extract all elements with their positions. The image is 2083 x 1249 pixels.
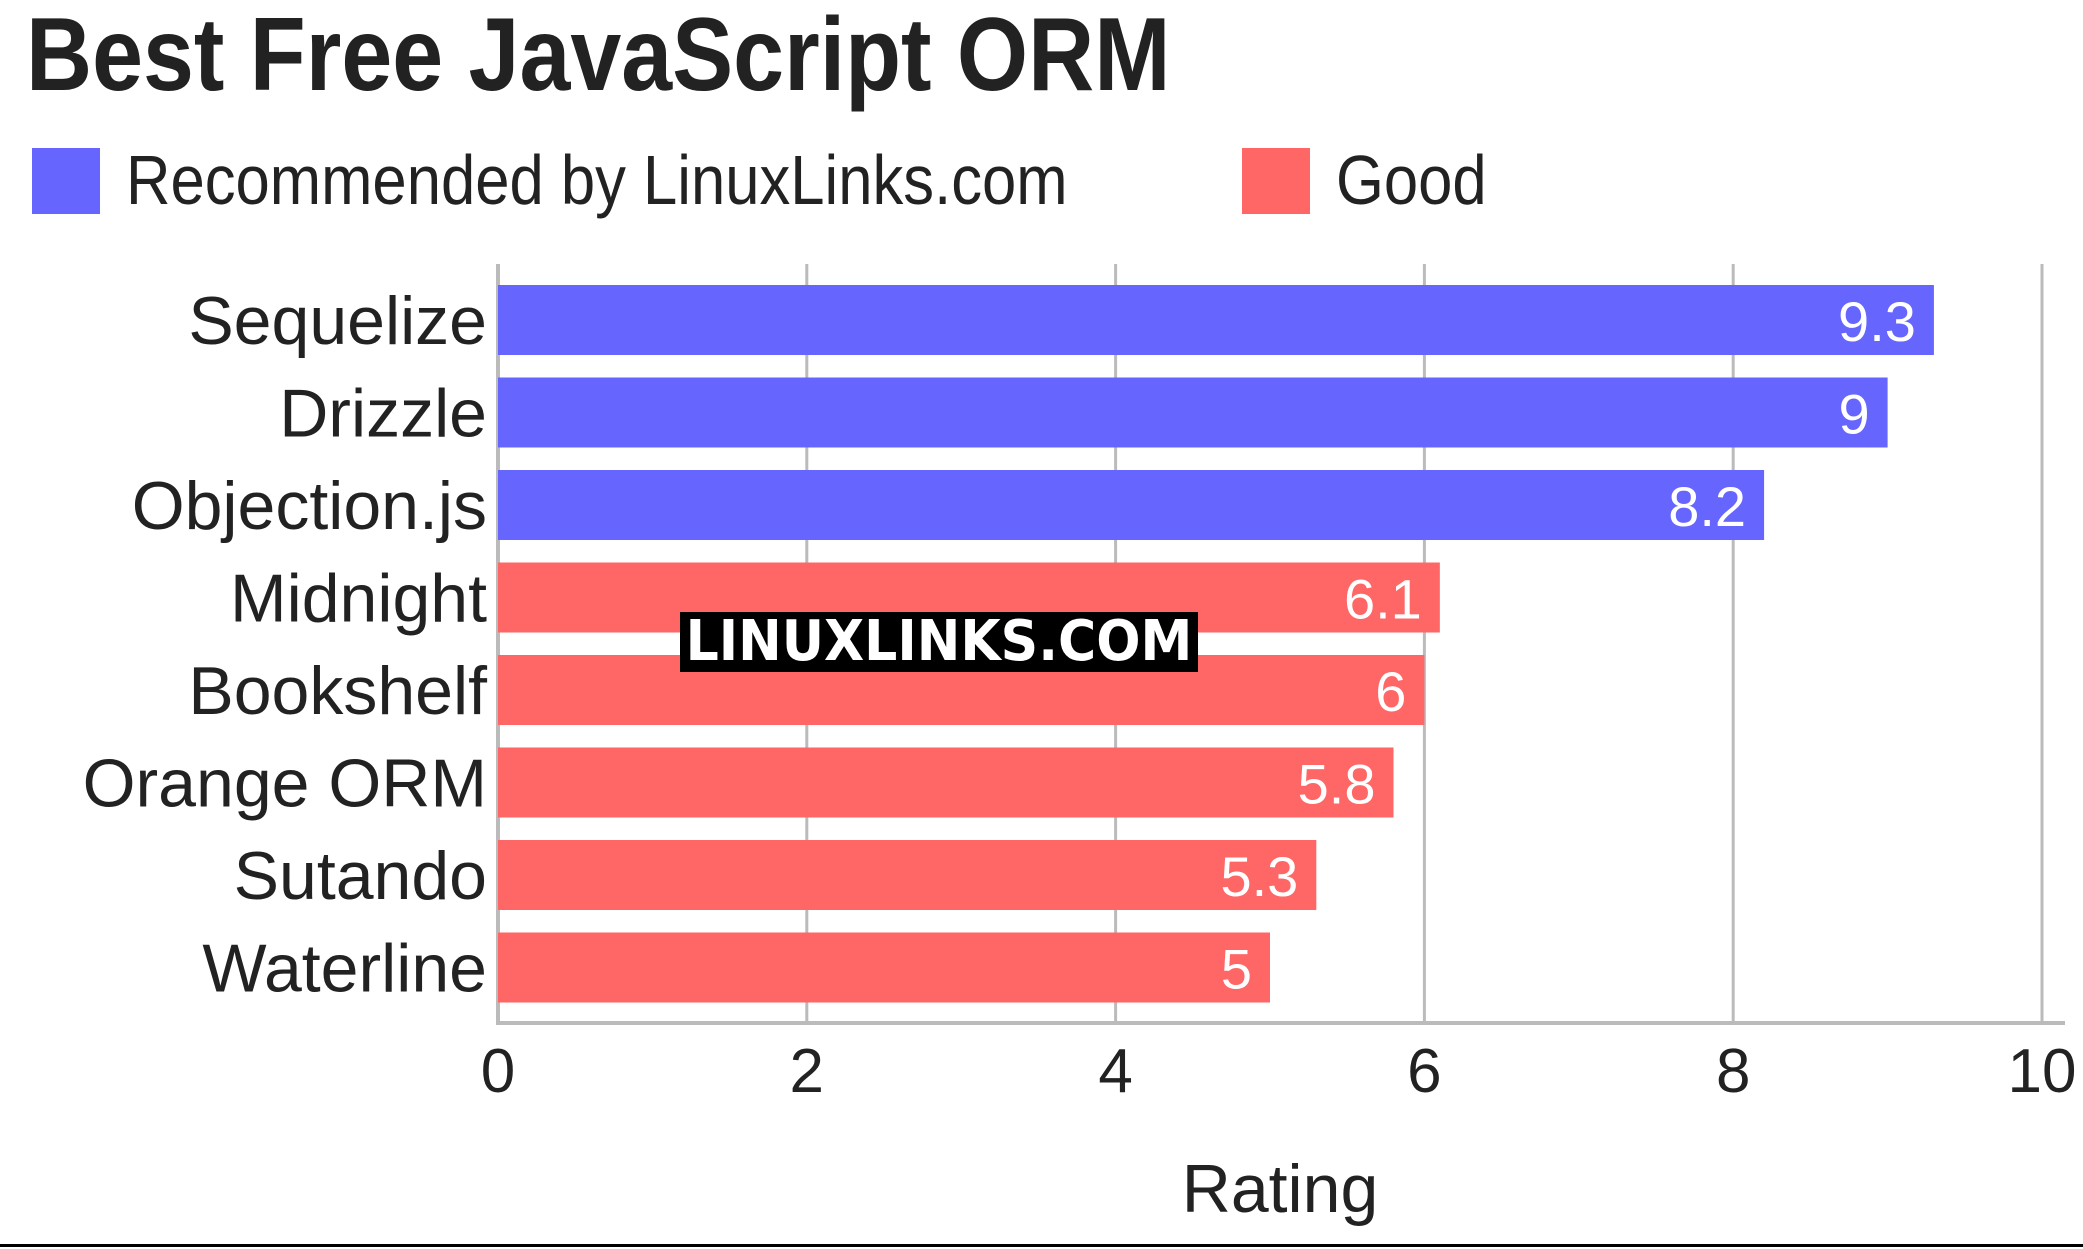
- watermark-logo: LINUXLINKS.COM: [680, 612, 1198, 672]
- legend-label: Good: [1336, 141, 1487, 219]
- data-label: 5.3: [1220, 845, 1298, 908]
- category-label: Midnight: [230, 561, 487, 637]
- bar: [498, 840, 1317, 910]
- x-tick-labels: 0 2 4 6 8 10: [481, 1037, 2077, 1106]
- x-tick-label: 8: [1716, 1037, 1750, 1106]
- x-tick-label: 2: [790, 1037, 824, 1106]
- data-label: 5.8: [1298, 753, 1376, 816]
- data-label: 9.3: [1838, 290, 1916, 353]
- category-label: Orange ORM: [83, 746, 487, 822]
- x-tick-label: 0: [481, 1037, 515, 1106]
- legend-swatch: [1242, 148, 1310, 214]
- category-label: Sequelize: [188, 283, 487, 359]
- data-label: 6: [1375, 660, 1406, 723]
- legend-label: Recommended by LinuxLinks.com: [126, 141, 1068, 219]
- x-tick-label: 6: [1407, 1037, 1441, 1106]
- data-label: 5: [1221, 938, 1252, 1001]
- data-label: 8.2: [1668, 475, 1746, 538]
- category-label: Drizzle: [279, 376, 487, 452]
- bars: [498, 285, 1934, 1003]
- category-label: Sutando: [234, 838, 487, 914]
- x-tick-label: 10: [2008, 1037, 2077, 1106]
- category-labels: Sequelize Drizzle Objection.js Midnight Book…: [83, 283, 487, 1007]
- x-axis-title: Rating: [1182, 1151, 1379, 1227]
- x-tick-label: 4: [1098, 1037, 1132, 1106]
- data-labels: 9.3 9 8.2 6.1 6 5.85.3 5: [1220, 290, 1915, 1001]
- data-label: 9: [1838, 383, 1869, 446]
- data-label: 6.1: [1344, 568, 1422, 631]
- chart-title: Best Free JavaScript ORM: [26, 0, 1171, 113]
- bar: [498, 470, 1765, 540]
- bar: [498, 377, 1888, 448]
- bottom-rule: [0, 1244, 2083, 1247]
- category-label: Bookshelf: [188, 653, 487, 729]
- category-label: Objection.js: [132, 468, 487, 544]
- bar: [498, 747, 1394, 818]
- category-label: Waterline: [202, 931, 487, 1007]
- bar: [498, 285, 1934, 355]
- legend-swatch: [32, 148, 100, 214]
- bar: [498, 932, 1270, 1003]
